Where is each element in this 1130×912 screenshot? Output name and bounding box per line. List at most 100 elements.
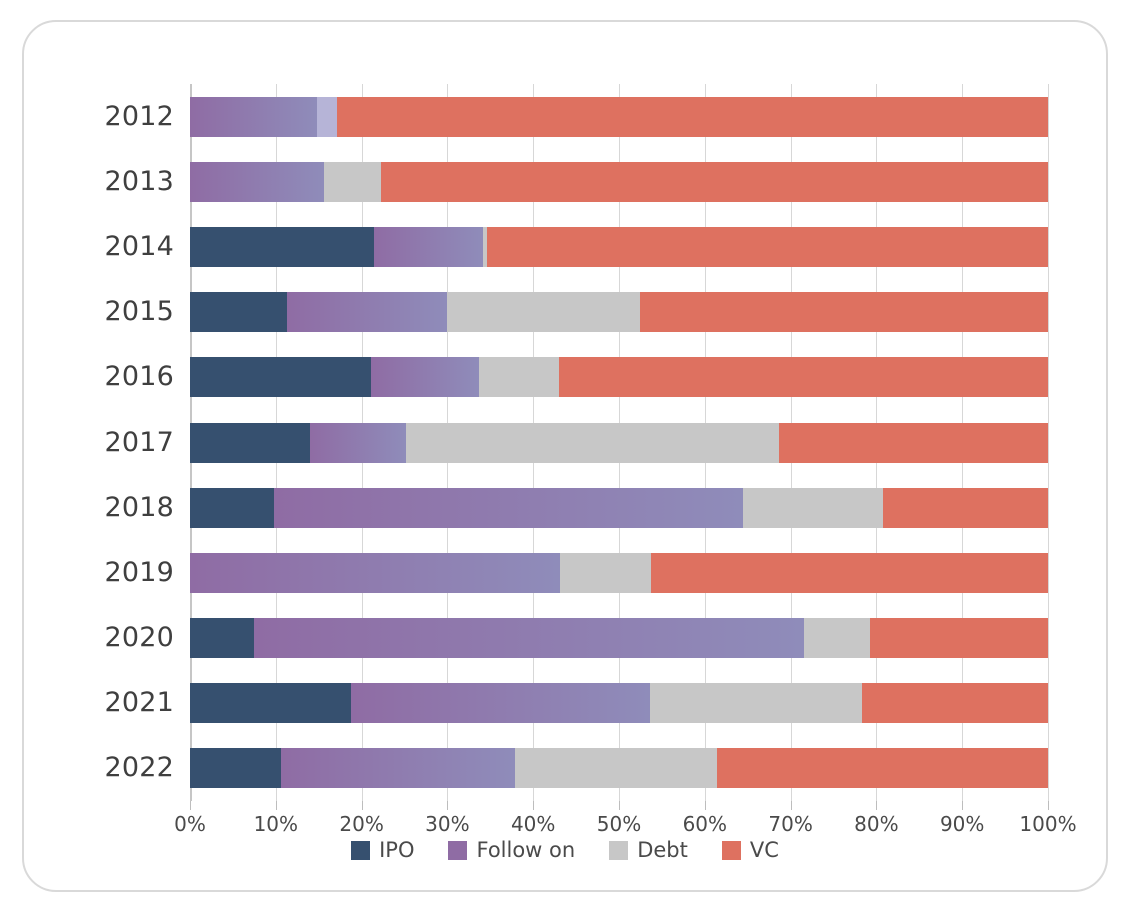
legend-label: Follow on [476,838,576,862]
bar-segment-ipo[interactable] [190,357,372,398]
bar-segment-follow-on[interactable] [310,422,407,463]
gridline-100% [1048,84,1049,801]
bar-segment-vc[interactable] [650,552,1048,593]
bar-segment-debt[interactable] [447,292,640,333]
bar-segment-debt[interactable] [482,226,487,267]
tick-label-20%: 20% [339,812,384,836]
bar-segment-ipo[interactable] [190,292,287,333]
bar-track [190,487,1048,528]
tick-label-0%: 0% [174,812,206,836]
category-label-2020: 2020 [104,622,174,654]
bar-row[interactable] [190,357,1048,398]
category-label-2015: 2015 [104,296,174,328]
bar-segment-vc[interactable] [861,683,1048,724]
bar-segment-vc[interactable] [716,748,1048,789]
bar-segment-follow-on[interactable] [190,161,324,202]
bar-row[interactable] [190,748,1048,789]
tick-label-30%: 30% [425,812,470,836]
bar-track [190,618,1048,659]
bar-segment-follow-on[interactable] [373,226,483,267]
bar-segment-vc[interactable] [778,422,1048,463]
bar-segment-follow-on[interactable] [280,748,516,789]
bar-row[interactable] [190,96,1048,137]
bar-segment-ipo[interactable] [190,683,352,724]
bar-segment-debt[interactable] [406,422,779,463]
follow-on-swatch [448,840,468,860]
vc-swatch [721,840,741,860]
tick-mark-100% [1048,801,1049,810]
bar-segment-debt[interactable] [804,618,870,659]
tick-mark-30% [447,801,449,810]
legend-item-vc[interactable]: VC [721,838,779,862]
bar-segment-ipo[interactable] [190,422,311,463]
bar-track [190,357,1048,398]
category-label-2013: 2013 [104,165,174,197]
bar-row[interactable] [190,161,1048,202]
bar-track [190,226,1048,267]
bar-track [190,422,1048,463]
bar-track [190,292,1048,333]
category-label-2017: 2017 [104,426,174,458]
category-label-2019: 2019 [104,556,174,588]
tick-mark-90% [962,801,964,810]
plot-area [190,84,1049,801]
bar-segment-debt[interactable] [515,748,717,789]
bar-row[interactable] [190,552,1048,593]
bar-row[interactable] [190,487,1048,528]
value-axis: 0% 10% 20% 30% 40% 50% 60% 70% 80% 90% 100% [174,801,1077,841]
bar-segment-vc[interactable] [558,357,1048,398]
bar-segment-debt[interactable] [559,552,651,593]
bar-segment-ipo[interactable] [190,226,374,267]
ipo-swatch [351,840,371,860]
category-label-2022: 2022 [104,752,174,784]
category-axis: 2012 2013 2014 2015 2016 2017 2018 2019 2020 2021… [46,84,174,801]
bar-segment-debt[interactable] [323,161,382,202]
bar-segment-debt[interactable] [479,357,559,398]
bar-row[interactable] [190,683,1048,724]
tick-mark-80% [876,801,878,810]
tick-mark-70% [790,801,792,810]
legend-label: VC [749,838,779,862]
bar-segment-follow-on[interactable] [190,552,560,593]
bar-segment-ipo[interactable] [190,487,275,528]
bar-segment-follow-on[interactable] [286,292,448,333]
bar-segment-follow-on[interactable] [274,487,744,528]
bar-segment-vc[interactable] [639,292,1048,333]
bar-segment-debt[interactable] [743,487,884,528]
category-label-2018: 2018 [104,491,174,523]
bar-row[interactable] [190,226,1048,267]
legend-item-debt[interactable]: Debt [609,838,688,862]
tick-mark-60% [704,801,706,810]
chart-card: 2012 2013 2014 2015 2016 2017 2018 2019 2020 2021… [22,20,1108,892]
legend-item-follow-on[interactable]: Follow on [448,838,575,862]
bar-segment-follow-on[interactable] [351,683,650,724]
bar-segment-ipo[interactable] [190,618,255,659]
bar-segment-vc[interactable] [869,618,1048,659]
tick-label-10%: 10% [253,812,299,836]
chart-legend: IPO Follow on Debt VC [24,838,1106,862]
tick-mark-20% [361,801,363,810]
bar-segment-follow-on[interactable] [190,96,317,137]
bar-row[interactable] [190,618,1048,659]
bar-segment-debt[interactable] [649,683,862,724]
legend-label: IPO [379,838,415,862]
tick-label-90%: 90% [939,812,985,836]
bar-segment-follow-on[interactable] [254,618,805,659]
debt-swatch [609,840,629,860]
bar-segment-vc[interactable] [486,226,1048,267]
bar-track [190,748,1048,789]
bar-segment-vc[interactable] [883,487,1048,528]
bar-track [190,161,1048,202]
legend-item-ipo[interactable]: IPO [351,838,414,862]
bar-row[interactable] [190,292,1048,333]
bar-segment-debt[interactable] [316,96,337,137]
tick-mark-10% [275,801,277,810]
bar-segment-ipo[interactable] [190,748,281,789]
bar-row[interactable] [190,422,1048,463]
bar-segment-vc[interactable] [381,161,1048,202]
tick-mark-50% [619,801,620,810]
bar-segment-vc[interactable] [336,96,1048,137]
tick-label-40%: 40% [510,812,556,836]
legend-label: Debt [637,838,688,862]
bar-segment-follow-on[interactable] [371,357,480,398]
